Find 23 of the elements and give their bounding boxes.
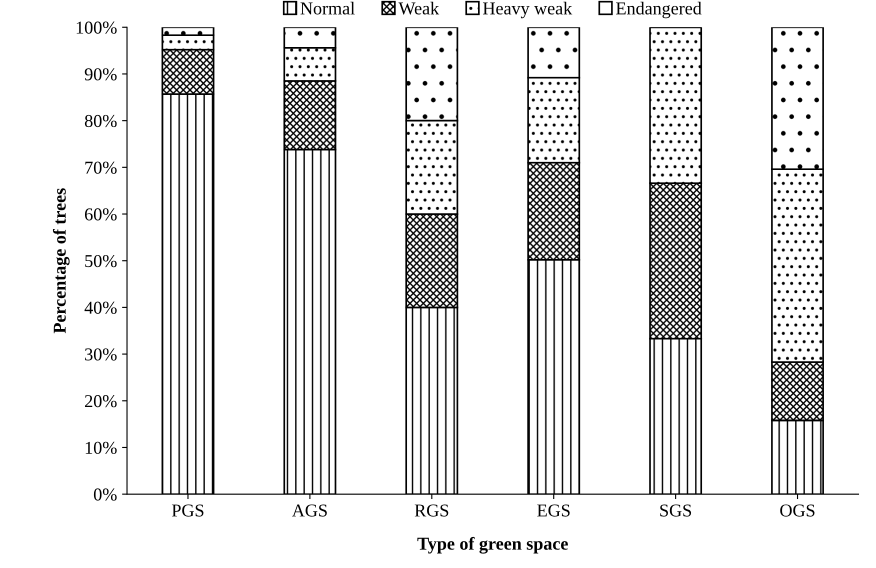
y-tick-label: 0% (94, 488, 117, 501)
y-tick-label: 80% (84, 114, 117, 128)
y-tick-label: 40% (84, 302, 117, 314)
legend-label: Heavy weak (482, 2, 572, 18)
x-tick-label: RGS (414, 504, 448, 517)
x-tick-label: EGS (537, 504, 570, 517)
x-axis-title: Type of green space (417, 536, 568, 554)
legend-label: Weak (398, 2, 440, 15)
y-tick-label: 50% (85, 254, 117, 268)
x-tick-label: OGS (780, 504, 814, 517)
legend-label: Normal (300, 2, 355, 15)
y-tick-label: 30% (85, 348, 117, 361)
x-tick-label: SGS (660, 504, 692, 517)
y-tick-label: 70% (85, 162, 117, 174)
x-tick-label: PGS (172, 504, 204, 517)
y-tick-label: 90% (84, 68, 117, 80)
y-tick-label: 10% (86, 442, 117, 454)
legend-label: Endangered (616, 2, 702, 18)
x-tick-label: AGS (292, 504, 327, 517)
y-tick-label: 60% (84, 208, 117, 221)
y-tick-label: 20% (84, 395, 117, 408)
y-tick-label: 100% (76, 22, 117, 34)
y-axis-title: Percentage of trees (52, 188, 70, 334)
